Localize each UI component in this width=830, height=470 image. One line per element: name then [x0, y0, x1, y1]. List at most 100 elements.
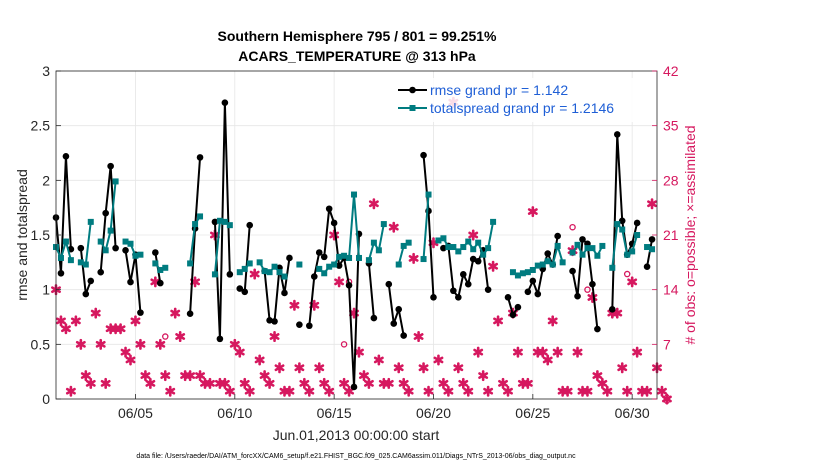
- totalspread-point: [445, 244, 452, 251]
- obs-assimilated-stroke: [354, 348, 364, 356]
- totalspread-point: [132, 252, 139, 259]
- totalspread-point: [97, 238, 104, 245]
- obs-assimilated-marker: [368, 198, 379, 210]
- legend-box: [395, 78, 653, 122]
- obs-assimilated-marker: [597, 377, 608, 389]
- totalspread-point: [594, 252, 601, 259]
- obs-assimilated-stroke: [597, 379, 608, 387]
- rmse-point: [221, 99, 229, 107]
- totalspread-point: [62, 238, 69, 245]
- rmse-point: [296, 321, 303, 328]
- rmse-point: [226, 271, 234, 278]
- obs-assimilated-marker: [522, 377, 533, 389]
- obs-assimilated-marker: [334, 276, 345, 288]
- totalspread-point: [549, 261, 556, 268]
- rmse-point: [544, 250, 552, 257]
- chart-title-line1: Southern Hemisphere 795 / 801 = 99.251%: [218, 28, 498, 44]
- rmse-point: [574, 292, 581, 300]
- rmse-point: [157, 279, 164, 287]
- totalspread-point: [529, 266, 536, 273]
- totalspread-point: [321, 270, 328, 277]
- obs-assimilated-stroke: [503, 387, 513, 395]
- rmse-point: [112, 244, 119, 252]
- y-right-tick-label: 28: [663, 172, 679, 188]
- rmse-point: [524, 288, 532, 296]
- rmse-point: [459, 271, 467, 278]
- totalspread-point: [187, 260, 194, 267]
- obs-assimilated-marker: [433, 354, 444, 366]
- totalspread-point: [395, 261, 402, 268]
- obs-assimilated-marker: [438, 377, 449, 389]
- obs-assimilated-marker: [647, 198, 657, 210]
- obs-assimilated-marker: [160, 370, 171, 382]
- totalspread-point: [465, 238, 472, 245]
- obs-assimilated-marker: [229, 338, 240, 350]
- rmse-line-segment: [323, 208, 360, 388]
- totalspread-point: [152, 260, 159, 267]
- obs-assimilated-marker: [70, 315, 81, 327]
- obs-assimilated-stroke: [344, 387, 354, 395]
- obs-assimilated-marker: [259, 370, 270, 382]
- rmse-point: [330, 219, 338, 227]
- x-tick-label: 06/05: [118, 405, 153, 421]
- obs-assimilated-stroke: [463, 387, 474, 395]
- obs-assimilated-stroke: [259, 372, 270, 379]
- obs-assimilated-marker: [304, 385, 315, 397]
- obs-assimilated-stroke: [205, 379, 215, 387]
- rmse-line-segment: [387, 284, 405, 336]
- totalspread-point: [584, 245, 591, 252]
- rmse-point: [211, 218, 219, 226]
- totalspread-point: [554, 242, 561, 249]
- obs-assimilated-stroke: [115, 325, 126, 333]
- obs-assimilated-marker: [388, 221, 399, 233]
- obs-assimilated-marker: [65, 385, 76, 397]
- obs-assimilated-stroke: [383, 379, 394, 387]
- obs-assimilated-marker: [175, 331, 186, 343]
- obs-assimilated-stroke: [403, 387, 414, 395]
- totalspread-point: [614, 221, 621, 228]
- totalspread-point: [514, 272, 521, 279]
- obs-assimilated-marker: [135, 338, 146, 350]
- rmse-point: [216, 335, 224, 343]
- obs-assimilated-marker: [60, 323, 71, 335]
- rmse-point: [320, 253, 328, 261]
- rmse-line-segment: [422, 155, 435, 298]
- rmse-point: [345, 281, 353, 289]
- obs-assimilated-marker: [56, 315, 66, 327]
- obs-possible-marker: [162, 333, 169, 340]
- y-left-tick-label: 3: [42, 63, 50, 79]
- rmse-line-segment: [263, 257, 291, 323]
- obs-assimilated-stroke: [234, 348, 245, 356]
- rmse-point: [554, 232, 561, 240]
- obs-assimilated-stroke: [224, 387, 235, 395]
- rmse-point: [152, 249, 159, 256]
- obs-assimilated-marker: [125, 354, 136, 366]
- rmse-point: [87, 277, 95, 285]
- x-tick-label: 06/25: [515, 405, 550, 421]
- obs-assimilated-stroke: [65, 387, 76, 395]
- totalspread-point: [405, 239, 412, 246]
- obs-assimilated-marker: [170, 307, 181, 319]
- obs-assimilated-stroke: [185, 372, 196, 379]
- rmse-line-segment: [189, 157, 202, 314]
- obs-assimilated-stroke: [60, 325, 71, 333]
- obs-assimilated-stroke: [373, 356, 384, 364]
- rmse-point: [266, 316, 273, 324]
- obs-assimilated-stroke: [433, 356, 444, 364]
- rmse-point: [474, 257, 482, 265]
- totalspread-point: [316, 265, 323, 272]
- obs-assimilated-marker: [408, 252, 419, 264]
- obs-assimilated-stroke: [627, 278, 638, 286]
- totalspread-point: [400, 242, 407, 249]
- obs-assimilated-marker: [239, 377, 250, 389]
- rmse-point: [509, 311, 517, 319]
- totalspread-point: [435, 237, 442, 244]
- obs-assimilated-marker: [85, 377, 96, 389]
- obs-assimilated-stroke: [299, 379, 310, 387]
- y-right-tick-label: 14: [663, 282, 679, 298]
- rmse-point: [450, 287, 457, 295]
- obs-assimilated-marker: [95, 338, 106, 350]
- obs-assimilated-marker: [224, 385, 235, 397]
- obs-assimilated-marker: [314, 362, 325, 374]
